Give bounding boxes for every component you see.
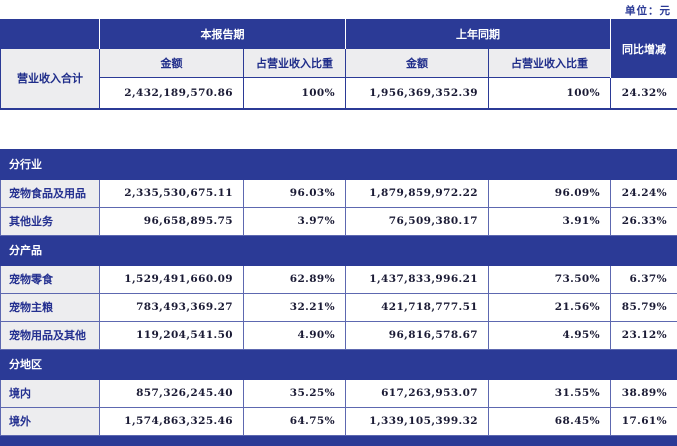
header-prior-period: 上年同期 (346, 20, 611, 49)
table-row: 宠物用品及其他 119,204,541.50 4.90% 96,816,578.… (1, 321, 677, 349)
subheader-prior-pct: 占营业收入比重 (489, 49, 611, 78)
row-label: 宠物食品及用品 (1, 179, 100, 207)
cell-prior-amount: 1,879,859,972.22 (346, 179, 489, 207)
summary-corner-cell (1, 20, 100, 49)
section-row-industry: 分行业 (1, 149, 677, 179)
cell-current-amount: 2,335,530,675.11 (100, 179, 244, 207)
table-row: 宠物零食 1,529,491,660.09 62.89% 1,437,833,9… (1, 265, 677, 293)
cell-yoy: 85.79% (611, 293, 677, 321)
cell-current-amount: 783,493,369.27 (100, 293, 244, 321)
header-current-period: 本报告期 (100, 20, 346, 49)
cell-prior-amount: 1,437,833,996.21 (346, 265, 489, 293)
total-prior-amount: 1,956,369,352.39 (346, 78, 489, 109)
cell-prior-pct: 73.50% (489, 265, 611, 293)
section-row-product: 分产品 (1, 235, 677, 265)
subheader-current-amount: 金额 (100, 49, 244, 78)
section-title-product: 分产品 (1, 235, 677, 265)
revenue-summary-table: 本报告期 上年同期 同比增减 营业收入合计 金额 占营业收入比重 金额 占营业收… (0, 19, 677, 110)
cell-prior-pct: 4.95% (489, 321, 611, 349)
row-label: 境外 (1, 407, 100, 435)
table-gap (0, 110, 677, 149)
table-row: 境外 1,574,863,325.46 64.75% 1,339,105,399… (1, 407, 677, 435)
cell-yoy: 23.12% (611, 321, 677, 349)
cell-prior-pct: 96.09% (489, 179, 611, 207)
row-label: 宠物零食 (1, 265, 100, 293)
cell-prior-pct: 21.56% (489, 293, 611, 321)
cell-current-pct: 4.90% (244, 321, 346, 349)
cell-current-amount: 857,326,245.40 (100, 379, 244, 407)
cell-yoy: 38.89% (611, 379, 677, 407)
total-prior-pct: 100% (489, 78, 611, 109)
row-label: 境内 (1, 379, 100, 407)
unit-label: 单位：元 (0, 0, 677, 19)
table-row: 宠物食品及用品 2,335,530,675.11 96.03% 1,879,85… (1, 179, 677, 207)
subheader-prior-amount: 金额 (346, 49, 489, 78)
cell-prior-amount: 76,509,380.17 (346, 207, 489, 235)
cell-current-pct: 32.21% (244, 293, 346, 321)
cell-yoy: 26.33% (611, 207, 677, 235)
revenue-breakdown-table: 分行业 宠物食品及用品 2,335,530,675.11 96.03% 1,87… (0, 149, 677, 436)
cell-prior-pct: 68.45% (489, 407, 611, 435)
row-label: 其他业务 (1, 207, 100, 235)
cell-prior-pct: 31.55% (489, 379, 611, 407)
header-yoy-change: 同比增减 (611, 20, 677, 78)
cell-current-amount: 1,574,863,325.46 (100, 407, 244, 435)
section-title-industry: 分行业 (1, 149, 677, 179)
cell-yoy: 24.24% (611, 179, 677, 207)
cell-current-pct: 62.89% (244, 265, 346, 293)
cell-prior-amount: 421,718,777.51 (346, 293, 489, 321)
total-current-amount: 2,432,189,570.86 (100, 78, 244, 109)
table-row: 宠物主粮 783,493,369.27 32.21% 421,718,777.5… (1, 293, 677, 321)
cell-current-pct: 64.75% (244, 407, 346, 435)
cell-current-amount: 1,529,491,660.09 (100, 265, 244, 293)
row-label: 宠物主粮 (1, 293, 100, 321)
total-yoy: 24.32% (611, 78, 677, 109)
cell-current-pct: 96.03% (244, 179, 346, 207)
next-section-bar-clipped (0, 436, 677, 446)
summary-data-row: 2,432,189,570.86 100% 1,956,369,352.39 1… (1, 78, 677, 109)
cell-prior-amount: 1,339,105,399.32 (346, 407, 489, 435)
cell-current-pct: 3.97% (244, 207, 346, 235)
section-row-region: 分地区 (1, 349, 677, 379)
cell-current-amount: 119,204,541.50 (100, 321, 244, 349)
table-row: 境内 857,326,245.40 35.25% 617,263,953.07 … (1, 379, 677, 407)
cell-yoy: 6.37% (611, 265, 677, 293)
cell-current-pct: 35.25% (244, 379, 346, 407)
table-row: 其他业务 96,658,895.75 3.97% 76,509,380.17 3… (1, 207, 677, 235)
cell-prior-amount: 96,816,578.67 (346, 321, 489, 349)
cell-yoy: 17.61% (611, 407, 677, 435)
subheader-current-pct: 占营业收入比重 (244, 49, 346, 78)
cell-current-amount: 96,658,895.75 (100, 207, 244, 235)
total-current-pct: 100% (244, 78, 346, 109)
row-label: 宠物用品及其他 (1, 321, 100, 349)
summary-header-row-1: 本报告期 上年同期 同比增减 (1, 20, 677, 49)
section-title-region: 分地区 (1, 349, 677, 379)
cell-prior-amount: 617,263,953.07 (346, 379, 489, 407)
summary-header-row-2: 营业收入合计 金额 占营业收入比重 金额 占营业收入比重 (1, 49, 677, 78)
cell-prior-pct: 3.91% (489, 207, 611, 235)
summary-row-label: 营业收入合计 (1, 49, 100, 109)
